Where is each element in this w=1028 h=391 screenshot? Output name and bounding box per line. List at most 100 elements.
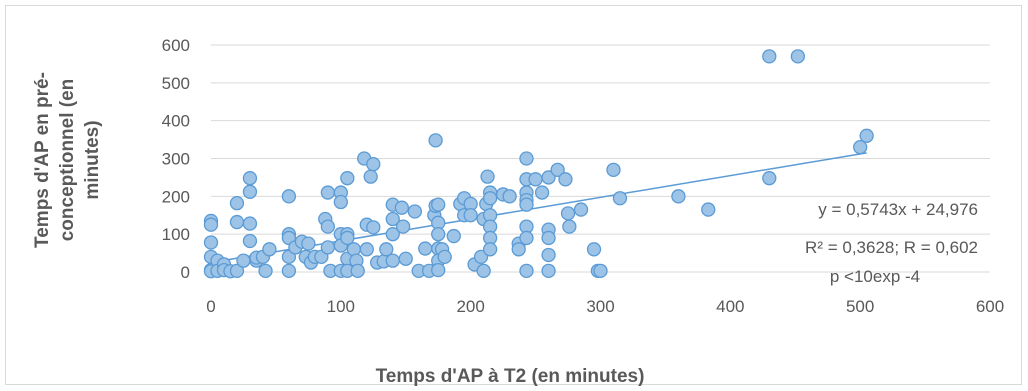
data-point (541, 247, 556, 263)
data-point (385, 211, 400, 227)
data-point (586, 242, 602, 257)
data-point (482, 191, 498, 206)
y-axis-title-line: Temps d'AP en pré- (32, 72, 53, 248)
y-axis-title-line: minutes) (82, 120, 103, 199)
data-point (482, 242, 498, 257)
data-point (398, 251, 413, 266)
data-point (511, 242, 526, 257)
data-point (379, 242, 394, 257)
x-tick-label: 200 (456, 297, 484, 316)
data-point (258, 263, 273, 279)
data-point (541, 230, 556, 246)
data-point (762, 171, 777, 186)
data-point (853, 139, 868, 155)
data-point (394, 200, 410, 215)
annotation-line: y = 0,5743x + 24,976 (818, 200, 978, 219)
data-point (562, 219, 577, 234)
y-tick-label: 0 (181, 263, 190, 282)
y-axis-title: Temps d'AP en pré-conceptionnel (en minut… (32, 72, 103, 248)
data-point (701, 202, 716, 217)
data-point (242, 171, 258, 186)
x-tick-label: 0 (206, 297, 215, 316)
data-point (431, 197, 446, 212)
data-point (519, 263, 534, 279)
data-point (242, 216, 258, 231)
data-point (242, 233, 258, 249)
data-point (340, 230, 355, 246)
data-point (333, 194, 348, 210)
trendline (210, 152, 867, 264)
data-point (558, 172, 573, 187)
data-point (229, 214, 245, 230)
y-tick-label: 400 (162, 112, 190, 131)
data-point (541, 170, 556, 185)
data-point (359, 242, 374, 257)
data-point (262, 242, 277, 257)
data-point (229, 195, 245, 211)
data-point (366, 157, 381, 172)
y-tick-label: 200 (162, 187, 190, 206)
data-point (340, 171, 355, 186)
x-tick-label: 500 (846, 297, 874, 316)
data-point (236, 253, 251, 268)
data-point (363, 169, 378, 184)
data-point (762, 49, 777, 64)
x-tick-labels: 0 100 200 300 400 500 600 (206, 297, 1004, 316)
y-tick-label: 100 (162, 225, 190, 244)
data-point (463, 208, 478, 223)
data-point (203, 217, 219, 232)
data-point (385, 253, 400, 268)
data-point (502, 189, 517, 204)
data-point (534, 185, 550, 200)
data-point (407, 204, 422, 219)
data-point (431, 262, 446, 278)
data-point (242, 184, 258, 199)
regression-annotations: y = 0,5743x + 24,976 R² = 0,3628; R = 0,6… (805, 200, 978, 286)
data-point (385, 227, 400, 242)
x-tick-label: 300 (586, 297, 614, 316)
data-point (428, 133, 443, 148)
data-point (550, 162, 565, 178)
data-point (519, 230, 534, 246)
data-point (281, 189, 297, 204)
x-axis-title: Temps d'AP à T2 (en minutes) (376, 366, 645, 387)
y-tick-label: 600 (162, 36, 190, 55)
annotation-line: R² = 0,3628; R = 0,602 (805, 238, 978, 257)
data-point (573, 202, 589, 217)
data-point (519, 197, 534, 212)
data-point (281, 263, 297, 279)
y-tick-label: 500 (162, 74, 190, 93)
x-tick-label: 100 (327, 297, 355, 316)
data-point (560, 206, 576, 221)
data-point (320, 219, 336, 234)
data-point (418, 241, 433, 256)
data-point (301, 236, 316, 251)
data-point (320, 185, 336, 200)
annotation-line: p <10exp -4 (830, 267, 920, 286)
data-point (541, 263, 556, 279)
data-point (350, 263, 365, 279)
data-point (473, 249, 489, 265)
data-point (396, 219, 411, 234)
data-points (203, 49, 874, 279)
data-point (320, 240, 336, 255)
data-point (437, 249, 452, 265)
data-point (612, 191, 628, 206)
x-tick-label: 600 (976, 297, 1004, 316)
data-point (606, 162, 621, 178)
y-tick-labels: 0 100 200 300 400 500 600 (162, 36, 190, 282)
data-point (480, 169, 495, 184)
data-point (203, 235, 219, 250)
data-point (431, 227, 446, 242)
data-point (593, 263, 608, 279)
data-point (790, 49, 805, 64)
x-tick-label: 400 (716, 297, 744, 316)
y-axis-title-line: conceptionnel (en (57, 79, 78, 242)
data-point (528, 172, 543, 187)
data-point (476, 263, 491, 279)
data-point (859, 128, 874, 143)
data-point (366, 220, 381, 235)
data-point (519, 151, 534, 166)
data-point (446, 228, 461, 244)
